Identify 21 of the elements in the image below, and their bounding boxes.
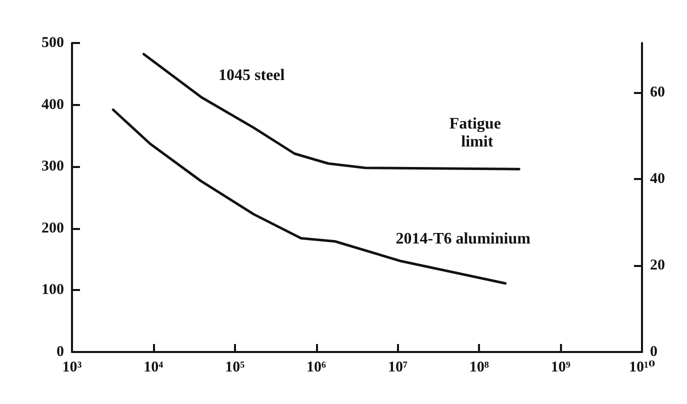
y-tick-label: 400 <box>42 96 64 113</box>
y2-tick-label: 0 <box>650 344 658 360</box>
x-tick-label: 10⁷ <box>388 360 408 376</box>
y2-tick-label: 40 <box>650 170 665 187</box>
series-label: 2014-T6 aluminium <box>396 230 532 248</box>
y2-tick-label: 20 <box>650 257 665 274</box>
y-tick-label: 500 <box>42 35 64 51</box>
annotation: Fatigue limit <box>449 116 505 151</box>
y-tick-label: 300 <box>42 158 64 175</box>
y-tick-label: 200 <box>42 220 64 236</box>
x-tick-label: 10⁹ <box>550 360 571 376</box>
x-tick-label: 10⁶ <box>306 360 327 376</box>
x-tick-label: 10¹⁰ <box>628 360 656 376</box>
x-tick-label: 10⁴ <box>144 360 164 376</box>
y-tick-label: 0 <box>56 344 64 360</box>
y-tick-label: 100 <box>42 282 64 298</box>
x-tick-label: 10⁸ <box>469 360 490 376</box>
x-tick-label: 10³ <box>62 360 82 376</box>
series-label: 1045 steel <box>218 66 286 84</box>
x-tick-label: 10⁵ <box>225 360 246 376</box>
y2-tick-label: 60 <box>650 84 665 100</box>
